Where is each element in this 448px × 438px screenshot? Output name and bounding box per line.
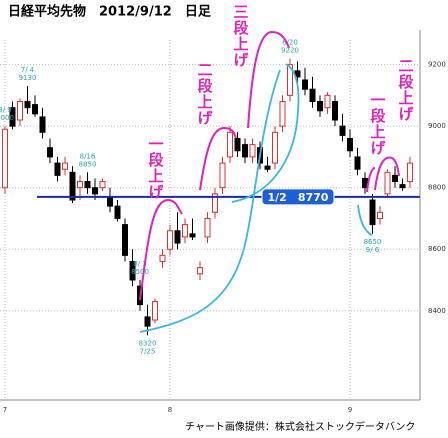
candle-body: [212, 193, 218, 213]
stage-arrows: [139, 30, 400, 301]
candle-body: [204, 217, 211, 238]
candle-body: [159, 254, 166, 263]
half-label-box: [261, 188, 335, 206]
footer: チャート画像提供：株式会社ストックデータバンク: [185, 420, 415, 433]
annotation-date: 8/ 9: [0, 106, 12, 114]
annotation-price: 8320: [139, 339, 157, 347]
candle-body: [324, 94, 331, 109]
candle-body: [264, 165, 271, 170]
y-tick-label: 9200: [428, 61, 446, 69]
candle-body: [227, 131, 233, 158]
candle-body: [354, 156, 361, 170]
candle-body: [54, 162, 61, 176]
y-tick-label: 9000: [428, 122, 446, 130]
annotation-price: 9130: [19, 74, 37, 82]
chart-title: 日経平均先物 2012/9/12 日足: [8, 4, 212, 20]
retrace-arcs: [139, 63, 373, 333]
candle-body: [399, 184, 406, 189]
candle-body: [9, 107, 16, 127]
annotation-date: 8/16: [80, 152, 96, 160]
y-tick-label: 8600: [428, 245, 446, 253]
x-tick-label: 9: [348, 406, 352, 414]
stage-label: 二段上げ: [397, 58, 415, 122]
annotation-price: 8500: [131, 268, 149, 276]
candle-body: [369, 199, 376, 226]
candle-body: [234, 137, 241, 152]
candle-body: [249, 144, 256, 158]
x-tick-label: 8: [168, 406, 172, 414]
candle-body: [2, 128, 8, 189]
candle-body: [339, 125, 346, 136]
half-label: 1/2 8770: [268, 191, 329, 204]
candle-body: [152, 301, 158, 321]
candle-body: [107, 196, 113, 207]
candle-body: [99, 181, 106, 189]
candle-body: [17, 101, 23, 121]
candle-body: [347, 137, 353, 152]
candle-body: [242, 144, 248, 158]
candle-body: [129, 261, 136, 281]
candle-body: [167, 230, 173, 250]
stage-label: 一段上げ: [369, 92, 387, 156]
candle-body: [279, 101, 286, 127]
stage-label: 一段上げ: [147, 136, 165, 200]
annotation-date: 8/ 3: [133, 260, 147, 268]
candle-body: [32, 104, 38, 115]
candle-body: [77, 181, 83, 189]
annotation-date: 8/20: [282, 38, 298, 46]
annotation-price: 9220: [281, 46, 299, 54]
candle-body: [377, 211, 383, 219]
x-tick-label: 7: [3, 406, 7, 414]
annotation-date: 9/ 6: [366, 246, 380, 254]
candle-body: [122, 224, 128, 256]
candle-body: [332, 101, 338, 121]
annotation-price: 8850: [79, 160, 97, 168]
candle-body: [47, 147, 53, 158]
candle-body: [24, 101, 31, 109]
candle-body: [197, 267, 203, 275]
y-tick-label: 8400: [428, 307, 446, 315]
candle-body: [219, 162, 226, 189]
candle-body: [69, 171, 76, 201]
candle-body: [272, 131, 278, 164]
annotation-price: 8650: [364, 238, 382, 246]
annotation-price: 9000: [0, 114, 14, 122]
candle-body: [384, 171, 391, 195]
candle-body: [309, 88, 316, 103]
annotation-date: 7/ 4: [21, 66, 35, 74]
candle-body: [84, 181, 91, 189]
candle-body: [317, 101, 323, 112]
annotation-date: 7/25: [140, 347, 156, 355]
candle-body: [62, 162, 68, 170]
candle-body: [174, 230, 181, 244]
candle-body: [114, 205, 121, 219]
candle-body: [287, 64, 293, 96]
candle-body: [144, 316, 151, 327]
candle-body: [302, 79, 308, 90]
stage-label: 三段上げ: [232, 4, 250, 68]
candle-body: [92, 187, 98, 195]
candle-body: [407, 162, 413, 183]
candle-body: [39, 116, 46, 133]
y-tick-label: 8800: [428, 184, 446, 192]
candle-body: [189, 233, 196, 238]
candle-body: [392, 174, 398, 183]
stage-label: 二段上げ: [196, 62, 214, 126]
candle-body: [182, 224, 188, 238]
